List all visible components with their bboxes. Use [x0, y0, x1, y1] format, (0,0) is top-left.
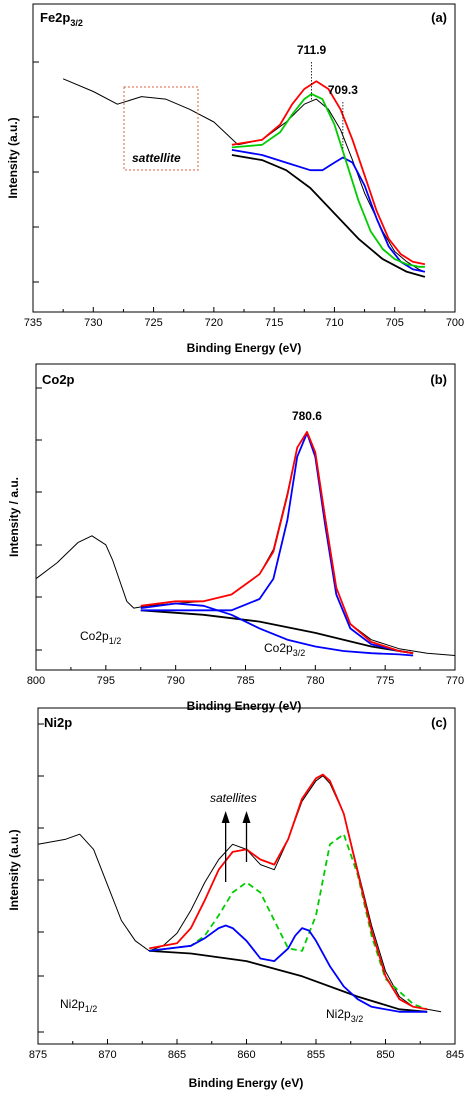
panel-b-peak-labels: 780.6 — [292, 409, 322, 423]
panel-a-yticks — [33, 61, 39, 283]
panel-b-co2p12-label: Co2p1/2 — [80, 629, 121, 646]
x-tick-label-780: 780 — [306, 675, 324, 687]
panel-c-ni2p: Ni2p (c) 875 870 865 860 855 850 845 satellite… — [7, 707, 464, 1090]
panel-c-ylabel: Intensity (a.u.) — [7, 829, 21, 910]
x-tick-label-875: 875 — [29, 1049, 47, 1061]
series-line-1 — [149, 950, 428, 1013]
series-line-4 — [149, 773, 428, 1011]
panel-c-frame — [37, 707, 456, 1045]
panel-b-element-label: Co2p — [42, 372, 75, 387]
x-tick-label-770: 770 — [446, 675, 464, 687]
panel-a-xlabel: Binding Energy (eV) — [187, 341, 302, 355]
x-tick-label-725: 725 — [144, 317, 162, 329]
x-tick-label-855: 855 — [307, 1049, 325, 1061]
panel-a-frame — [32, 3, 456, 313]
panel-b-tag: (b) — [430, 372, 447, 387]
x-tick-label-775: 775 — [376, 675, 394, 687]
x-tick-label-865: 865 — [168, 1049, 186, 1061]
panel-b-frame — [35, 363, 456, 671]
x-tick-label-785: 785 — [236, 675, 254, 687]
panel-a-satellite-label: sattellite — [132, 151, 181, 165]
panel-b-co2p: Co2p (b) 800 795 790 785 780 775 770 780.6 Co2… — [7, 363, 464, 713]
panel-c-satellites-label: satellites — [210, 791, 257, 805]
x-tick-label-720: 720 — [205, 317, 223, 329]
panel-b-xticks: 800 795 790 785 780 775 770 — [27, 665, 464, 687]
series-line-2 — [231, 149, 426, 273]
series-line-3 — [149, 924, 428, 1013]
peak-label-0: 711.9 — [297, 43, 327, 57]
panel-c-ni2p12-label: Ni2p1/2 — [60, 997, 97, 1014]
panel-a-series — [62, 78, 426, 278]
x-tick-label-800: 800 — [27, 675, 45, 687]
series-line-1 — [140, 609, 414, 655]
panel-c-yticks — [38, 723, 44, 1033]
x-tick-label-710: 710 — [325, 317, 343, 329]
series-line-3 — [140, 432, 414, 655]
x-tick-label-705: 705 — [386, 317, 404, 329]
panel-b-ylabel: Intensity / a.u. — [7, 477, 21, 557]
panel-c-ni2p32-label: Ni2p3/2 — [326, 1007, 363, 1024]
series-line-4 — [140, 431, 414, 655]
panel-c-satellite-arrows — [221, 811, 251, 882]
series-line-0 — [62, 78, 426, 273]
panel-c-xlabel: Binding Energy (eV) — [189, 1076, 304, 1090]
peak-label-0: 780.6 — [292, 409, 322, 423]
series-line-2 — [149, 833, 428, 1011]
series-line-0 — [37, 775, 442, 1013]
x-tick-label-850: 850 — [376, 1049, 394, 1061]
x-tick-label-795: 795 — [97, 675, 115, 687]
x-tick-label-735: 735 — [24, 317, 42, 329]
panel-a-tag: (a) — [431, 10, 447, 25]
panel-c-series — [37, 773, 442, 1013]
satellite-arrow-head-0 — [221, 811, 230, 823]
series-line-2 — [140, 602, 414, 657]
panel-a-fe2p: Fe2p3/2 (a) 735 730 725 720 715 710 705 700 711… — [6, 3, 464, 355]
series-line-4 — [231, 80, 426, 266]
panel-b-series — [35, 431, 456, 657]
panel-a-peak-labels: 711.9 709.3 — [297, 43, 358, 150]
panel-c-tag: (c) — [431, 715, 447, 730]
x-tick-label-730: 730 — [84, 317, 102, 329]
panel-b-yticks — [36, 387, 42, 651]
series-line-1 — [231, 154, 426, 278]
x-tick-label-870: 870 — [98, 1049, 116, 1061]
panel-a-xticks: 735 730 725 720 715 710 705 700 — [24, 307, 464, 329]
panel-c-element-label: Ni2p — [44, 715, 72, 730]
panel-b-xlabel: Binding Energy (eV) — [187, 699, 302, 713]
panel-a-satellite-box — [123, 86, 199, 171]
x-tick-label-790: 790 — [166, 675, 184, 687]
panel-c-xticks: 875 870 865 860 855 850 845 — [29, 1039, 464, 1061]
panel-b-co2p32-label: Co2p3/2 — [264, 641, 305, 658]
peak-label-1: 709.3 — [328, 83, 358, 97]
x-tick-label-860: 860 — [237, 1049, 255, 1061]
panel-a-element-label: Fe2p3/2 — [40, 10, 83, 28]
x-tick-label-700: 700 — [446, 317, 464, 329]
x-tick-label-845: 845 — [446, 1049, 464, 1061]
satellite-arrow-head-1 — [242, 811, 251, 823]
series-line-3 — [231, 93, 425, 268]
x-tick-label-715: 715 — [265, 317, 283, 329]
panel-a-ylabel: Intensity (a.u.) — [6, 117, 20, 198]
